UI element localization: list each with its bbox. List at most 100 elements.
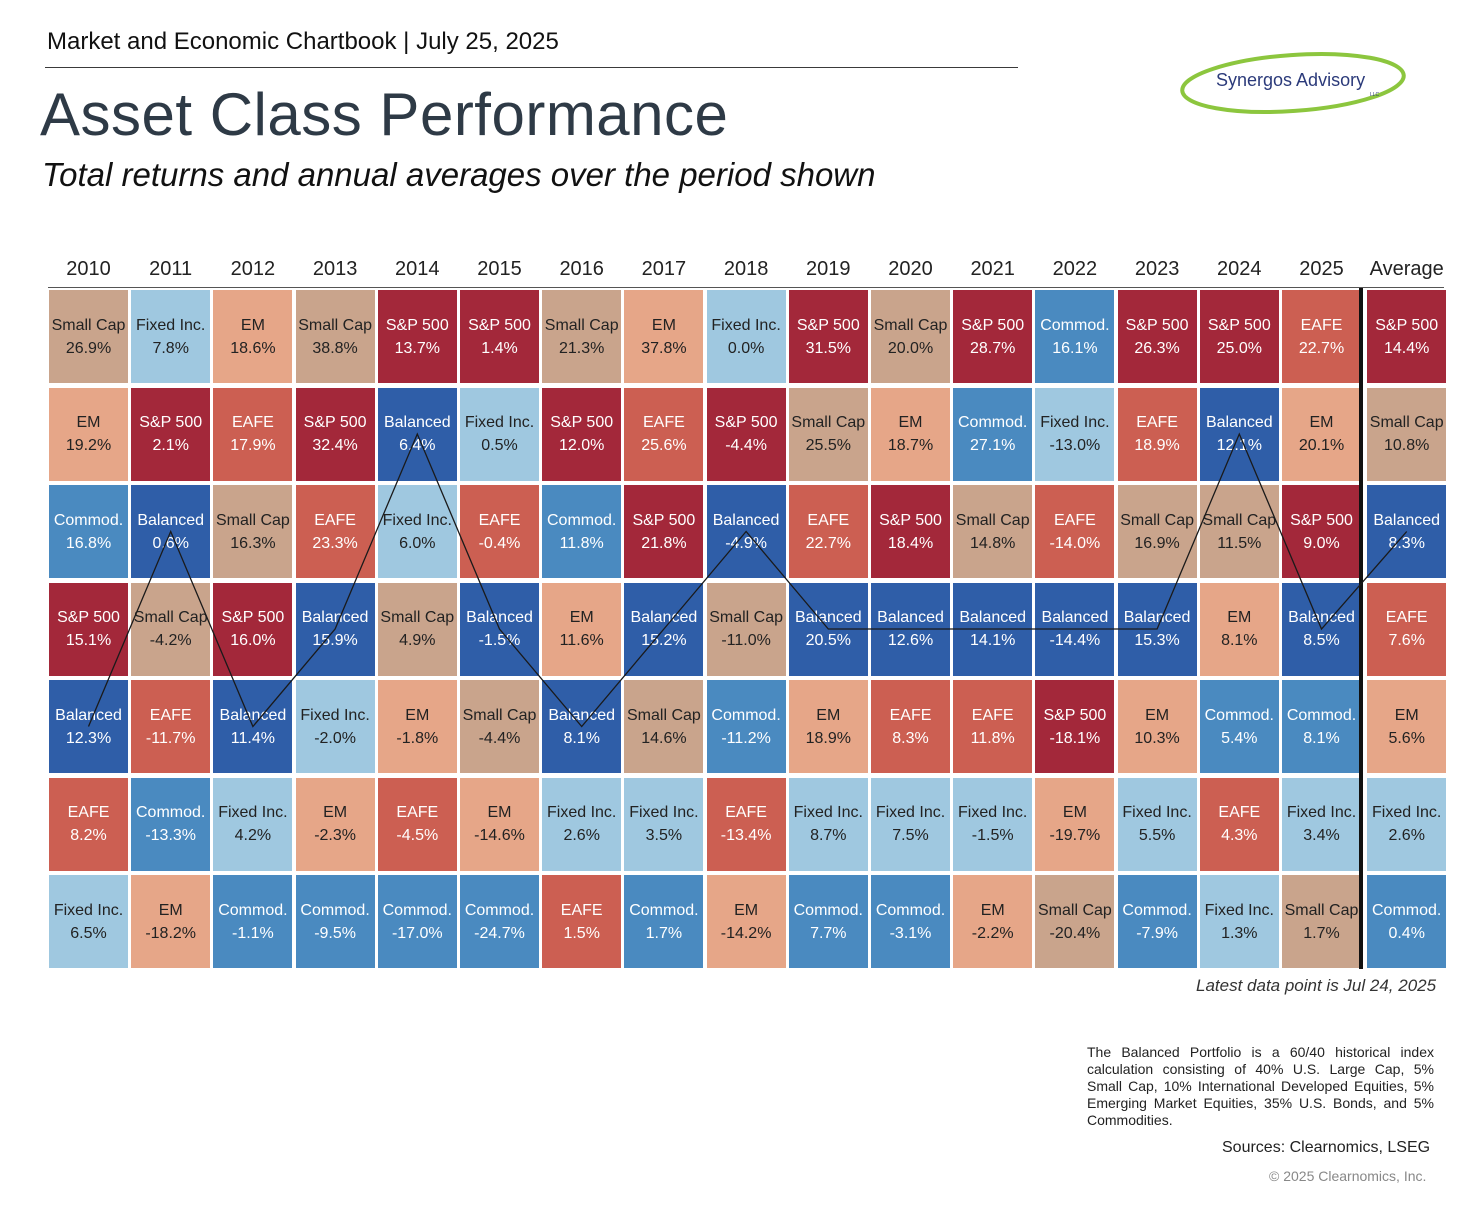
asset-return: 32.4% [312,437,358,454]
asset-cell: Fixed Inc. 4.2% [213,777,293,871]
asset-return: 25.0% [1216,339,1262,357]
asset-name: Balanced [55,706,122,724]
asset-return: 14.8% [970,534,1016,552]
chartbook-header: Market and Economic Chartbook | July 25,… [47,28,559,55]
asset-cell: Fixed Inc. 6.5% [49,875,128,968]
asset-name: EM [1227,609,1252,626]
asset-cell: EAFE 17.9% [213,387,293,481]
asset-name: EM [240,316,265,334]
asset-name: S&P 500 [468,316,531,334]
asset-return: 16.1% [1052,339,1098,357]
asset-name: Fixed Inc. [711,316,781,334]
asset-return: 11.6% [559,632,604,649]
asset-name: S&P 500 [1125,316,1189,334]
asset-return: 15.2% [641,632,687,649]
asset-name: Small Cap [1284,901,1359,919]
asset-name: Fixed Inc. [875,804,946,821]
asset-return: 8.3% [892,729,929,747]
asset-name: Balanced [1205,414,1273,431]
asset-name: S&P 500 [714,414,778,431]
asset-return: 9.0% [1303,534,1340,552]
asset-return: -13.3% [145,827,197,844]
asset-cell: EM -2.3% [295,777,375,871]
year-header: 2024 [1217,258,1262,280]
asset-cell: EAFE -14.0% [1035,485,1115,578]
asset-cell: S&P 500 1.4% [460,290,539,383]
asset-return: 27.1% [970,437,1016,454]
asset-name: EAFE [971,706,1014,724]
asset-name: EM [1394,706,1419,724]
asset-return: 14.4% [1384,339,1430,357]
asset-cell: EAFE -0.4% [460,485,539,578]
asset-return: 0.4% [1388,924,1425,942]
asset-cell: Fixed Inc. 3.4% [1282,777,1361,871]
asset-name: EM [1309,414,1334,431]
asset-name: Balanced [959,609,1027,626]
asset-return: 8.2% [70,827,107,844]
asset-name: Small Cap [873,316,948,334]
asset-return: 10.8% [1384,437,1430,454]
asset-name: EAFE [396,804,439,821]
asset-name: Balanced [794,609,862,626]
asset-name: EM [1145,706,1170,724]
asset-name: Small Cap [1120,511,1194,529]
asset-cell: Small Cap 10.8% [1367,387,1447,481]
asset-name: Small Cap [133,609,208,626]
asset-return: 20.0% [887,339,934,357]
asset-return: -17.0% [391,924,443,942]
asset-cell: EAFE 23.3% [295,485,375,578]
asset-name: Small Cap [1369,414,1444,431]
asset-name: EAFE [1300,316,1343,334]
asset-cell: Fixed Inc. -1.5% [953,777,1033,871]
asset-name: Commod. [1372,901,1442,919]
asset-return: 8.1% [1303,729,1340,747]
asset-cell: EAFE -13.4% [706,777,786,871]
year-header: Average [1369,258,1444,280]
asset-return: 22.7% [805,534,851,552]
asset-cell: Fixed Inc. -2.0% [295,680,375,773]
asset-cell: Fixed Inc. 0.0% [706,290,786,383]
asset-return: 15.1% [65,632,112,649]
asset-name: Balanced [877,609,944,626]
asset-cell: EM -18.2% [131,875,211,968]
asset-name: Commod. [136,804,206,821]
asset-name: Commod. [1286,706,1357,724]
asset-return: 18.6% [230,339,276,357]
asset-name: Balanced [630,609,698,626]
asset-cell: S&P 500 28.7% [953,290,1033,383]
asset-name: Balanced [301,609,369,626]
asset-cell: S&P 500 9.0% [1282,485,1361,578]
asset-cell: EM 18.7% [871,387,950,481]
asset-return: 7.5% [892,827,929,844]
asset-name: Fixed Inc. [1122,804,1192,821]
asset-return: 26.9% [65,339,112,357]
asset-return: -7.9% [1136,924,1178,942]
asset-return: -20.4% [1049,924,1101,942]
asset-return: 28.7% [970,339,1016,357]
asset-name: Small Cap [1037,901,1112,919]
asset-cell: S&P 500 2.1% [131,387,211,481]
asset-name: S&P 500 [550,414,614,431]
asset-name: Small Cap [955,511,1030,529]
asset-return: -18.2% [145,924,197,942]
asset-name: S&P 500 [1375,316,1439,334]
asset-return: -14.2% [720,924,772,942]
asset-name: Commod. [1040,316,1110,334]
asset-return: -14.6% [474,827,525,844]
asset-name: Balanced [219,706,287,724]
asset-cell: S&P 500 15.1% [49,582,128,676]
asset-cell: Small Cap 16.3% [213,485,293,578]
asset-return: -1.5% [478,632,521,649]
asset-cell: EM 8.1% [1199,582,1279,676]
asset-name: EAFE [1218,804,1261,821]
asset-return: 4.9% [399,632,436,649]
asset-name: Commod. [218,901,288,919]
asset-name: Fixed Inc. [547,804,617,821]
asset-name: Commod. [629,901,699,919]
asset-return: 14.1% [970,632,1016,649]
asset-cell: Commod. -24.7% [460,875,539,968]
year-header: 2015 [477,258,522,280]
page-subtitle: Total returns and annual averages over t… [42,156,876,193]
asset-return: 8.1% [563,729,600,747]
asset-return: 6.0% [399,534,436,552]
